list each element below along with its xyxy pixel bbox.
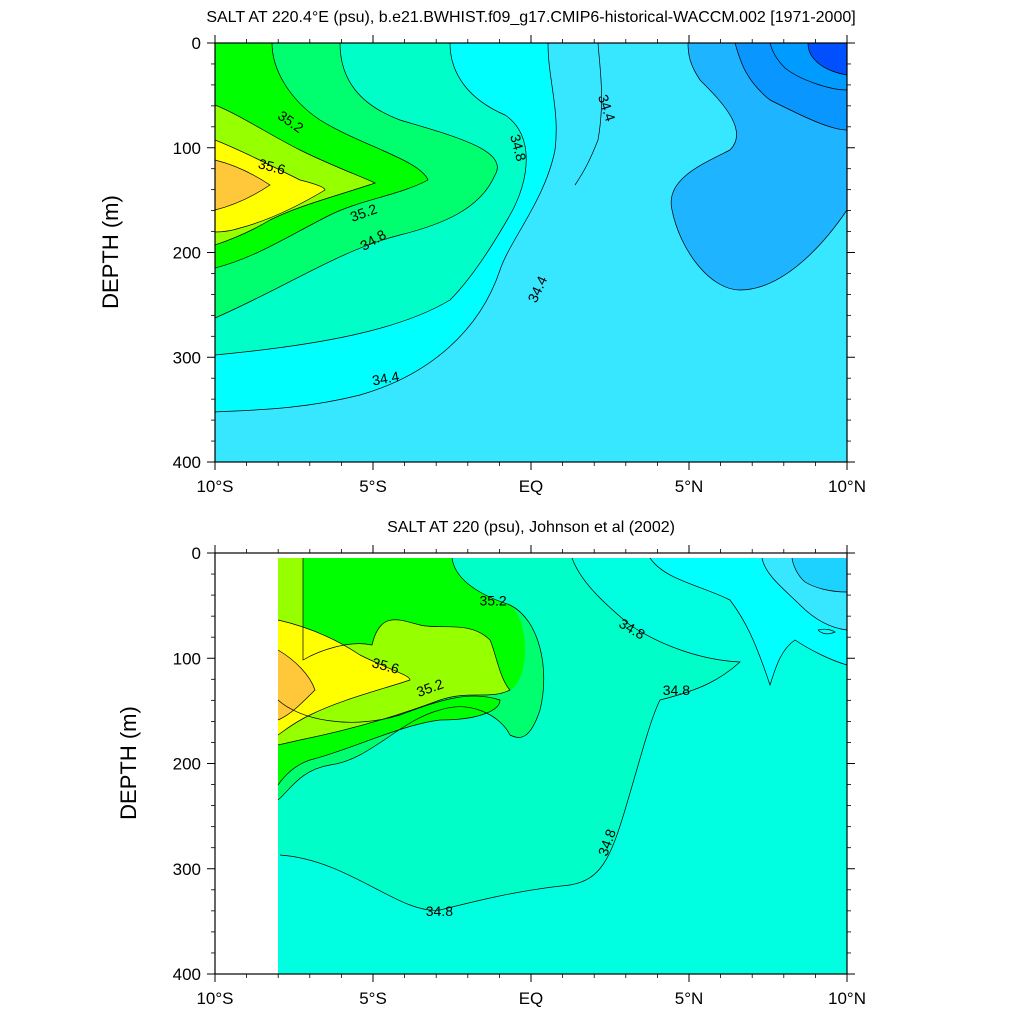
bottom-axes: 10°S 5°S EQ 5°N 10°N 0 100 200 300 400 [173, 544, 866, 1008]
top-contour-line [807, 43, 847, 76]
top-contour-line [215, 43, 498, 319]
bottom-contour-line [791, 557, 847, 593]
bottom-contour-line [279, 557, 741, 911]
top-contour-label: 34.4 [371, 368, 401, 389]
top-x-tick-label: 10°S [196, 477, 233, 496]
bottom-x-tick-label: 10°S [196, 989, 233, 1008]
top-contour-line [215, 43, 557, 413]
top-y-tick-label: 400 [173, 453, 201, 472]
top-contour-line [215, 43, 429, 269]
panel-bottom: SALT AT 220 (psu), Johnson et al (2002) [116, 519, 866, 1008]
bottom-contour-label: 35.2 [479, 592, 506, 608]
bottom-contour-labels: 35.234.835.635.2 34.834.834.8 [370, 592, 690, 918]
bottom-y-axis-label: DEPTH (m) [116, 706, 141, 820]
top-y-tick-label: 200 [173, 244, 201, 263]
bottom-contour-line [277, 695, 501, 786]
panel-top: SALT AT 220.4°E (psu), b.e21.BWHIST.f09_… [98, 9, 866, 496]
top-fill-blue4 [808, 43, 847, 75]
bottom-y-tick-label: 300 [173, 860, 201, 879]
top-fill-yellow [215, 140, 325, 232]
bottom-contour-fills [277, 557, 847, 974]
top-contour-line [670, 43, 847, 291]
top-contour-line [574, 43, 602, 186]
bottom-contour-line [649, 557, 847, 687]
bottom-x-tick-label: 5°N [675, 989, 704, 1008]
bottom-contour-line [277, 649, 316, 721]
bottom-fill-yellow [278, 620, 410, 735]
bottom-y-tick-label: 400 [173, 965, 201, 984]
bottom-y-tick-label: 100 [173, 649, 201, 668]
top-y-tick-label: 300 [173, 348, 201, 367]
top-contour-line [215, 139, 326, 233]
bottom-x-tick-label: EQ [519, 989, 544, 1008]
top-contour-fills [215, 43, 847, 462]
bottom-contour-label: 35.6 [370, 654, 401, 677]
top-x-tick-label: EQ [519, 477, 544, 496]
top-y-tick-label: 100 [173, 139, 201, 158]
top-x-tick-label: 5°S [359, 477, 387, 496]
top-x-tick-label: 10°N [828, 477, 866, 496]
top-contour-line [215, 159, 271, 211]
bottom-contour-label: 34.8 [426, 903, 453, 919]
top-y-tick-label: 0 [192, 34, 201, 53]
top-contour-labels: 35.235.635.234.834.834.434.434.4 [257, 93, 619, 389]
top-contour-line [769, 43, 847, 91]
top-axes: 10°S 5°S EQ 5°N 10°N 0 100 200 300 400 [173, 34, 866, 496]
bottom-contour-line [817, 628, 836, 635]
bottom-x-tick-label: 10°N [828, 989, 866, 1008]
bottom-contour-line [277, 558, 511, 746]
bottom-x-tick-label: 5°S [359, 989, 387, 1008]
top-fill-core [215, 160, 270, 210]
bottom-contour-line [277, 557, 545, 801]
top-contour-label: 35.6 [257, 155, 288, 178]
top-y-axis-label: DEPTH (m) [98, 195, 123, 309]
top-contour-label: 34.8 [507, 133, 530, 164]
bottom-contour-line [277, 619, 411, 736]
bottom-fill-lightblue2 [792, 558, 847, 592]
bottom-y-tick-label: 0 [192, 544, 201, 563]
bottom-y-tick-label: 200 [173, 755, 201, 774]
top-contour-line [215, 104, 376, 246]
top-contour-line [734, 43, 847, 131]
top-contour-line [215, 43, 527, 356]
bottom-fill-core [278, 650, 315, 720]
bottom-panel-title: SALT AT 220 (psu), Johnson et al (2002) [387, 519, 675, 536]
top-panel-title: SALT AT 220.4°E (psu), b.e21.BWHIST.f09_… [206, 9, 855, 26]
bottom-contour-line [761, 557, 847, 631]
bottom-contour-label: 34.8 [663, 682, 690, 698]
top-x-tick-label: 5°N [675, 477, 704, 496]
